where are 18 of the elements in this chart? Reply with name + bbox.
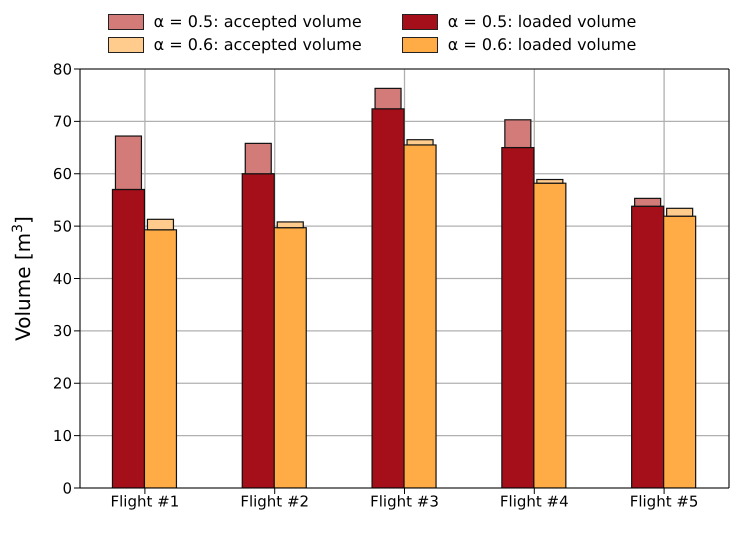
legend-label: α = 0.6: loaded volume (448, 35, 636, 54)
y-tick-label: 30 (52, 322, 72, 340)
legend-label: α = 0.6: accepted volume (154, 35, 362, 54)
x-tick-label: Flight #5 (630, 492, 698, 511)
y-tick-label: 60 (52, 165, 72, 184)
legend-label: α = 0.5: loaded volume (448, 12, 636, 31)
y-tick-label: 20 (52, 374, 72, 393)
legend-label: α = 0.5: accepted volume (154, 12, 362, 31)
y-tick-label: 50 (52, 217, 72, 236)
x-tick-label: Flight #2 (240, 492, 310, 511)
y-tick-label: 70 (52, 112, 72, 131)
x-tick-label: Flight #1 (110, 492, 180, 511)
y-tick-label: 10 (52, 426, 72, 445)
x-tick-label: Flight #4 (500, 492, 569, 511)
x-tick-label: Flight #3 (370, 492, 439, 511)
y-tick-label: 40 (52, 270, 72, 288)
y-tick-label: 0 (62, 479, 72, 498)
y-tick-label: 80 (52, 60, 72, 78)
